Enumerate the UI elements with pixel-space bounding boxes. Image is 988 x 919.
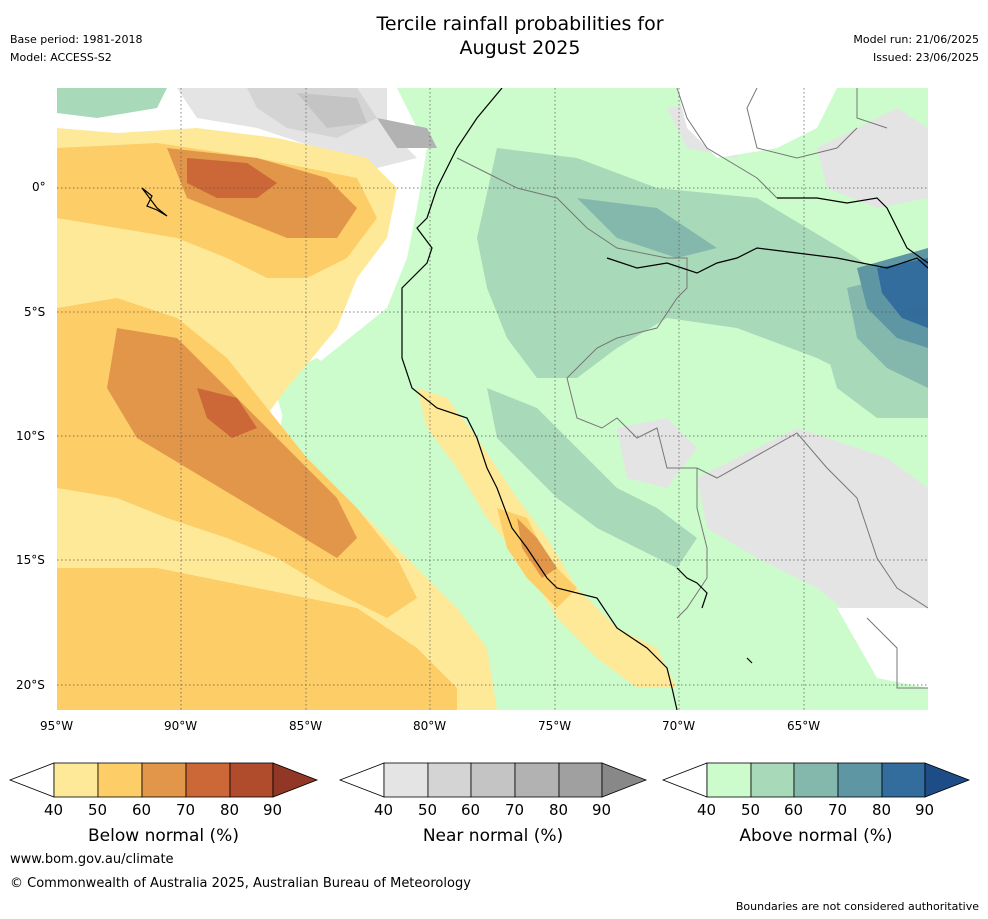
lat-label: 15°S [16,553,45,567]
title-line-1: Tercile rainfall probabilities for [376,13,664,35]
model-name: Model: ACCESS-S2 [10,51,112,64]
below-normal-70-region [197,388,257,438]
issued-date: Issued: 23/06/2025 [872,51,979,64]
colorbar-label-above-normal: Above normal (%) [739,826,893,846]
colorbar-tick: 60 [784,801,804,819]
lon-label: 90°W [164,719,198,733]
above-normal-50-region [272,358,527,648]
colorbar-tick: 50 [741,801,761,819]
gridlines [57,88,928,710]
title-line-2: August 2025 [459,37,581,59]
above-normal-70-region [577,198,717,258]
colorbar-panel [8,762,971,798]
lat-label: 20°S [16,678,45,692]
white-gap [837,608,928,688]
website-link[interactable]: www.bom.gov.au/climate [10,852,174,867]
country-borders [456,88,928,689]
colorbar-label-near-normal: Near normal (%) [422,826,564,846]
copyright-notice: © Commonwealth of Australia 2025, Austra… [10,876,471,891]
colorbar-tick: 80 [549,801,569,819]
lon-label: 75°W [538,719,572,733]
boundary-disclaimer: Boundaries are not considered authoritat… [735,900,979,913]
above-normal-90-region [877,258,928,328]
model-run: Model run: 21/06/2025 [853,33,979,46]
colorbar-tick: 40 [697,801,717,819]
near-normal-40-region [617,418,697,488]
lon-label: 65°W [787,719,821,733]
lon-label: 80°W [413,719,447,733]
colorbar-tick: 80 [220,801,240,819]
page-title: Tercile rainfall probabilities for Augus… [300,12,740,60]
lon-label: 85°W [289,719,323,733]
lon-label: 95°W [40,719,74,733]
colorbar-tick: 80 [872,801,892,819]
coastline [141,88,928,710]
colorbar-tick: 90 [915,801,935,819]
colorbar-tick: 50 [418,801,438,819]
below-normal-60-region [107,328,357,558]
colorbar-tick: 60 [132,801,152,819]
above-normal-60-region [57,88,167,118]
colorbar-label-below-normal: Below normal (%) [88,826,239,846]
near-normal-80-region [377,118,437,148]
colorbar-tick: 90 [592,801,612,819]
colorbar-tick: 90 [263,801,283,819]
colorbar-tick: 40 [374,801,394,819]
near-normal-40-region [697,428,928,648]
lat-label: 10°S [16,429,45,443]
white-gap [677,88,837,158]
lon-label: 70°W [662,719,696,733]
lat-label: 5°S [24,305,46,319]
colorbar-above-normal [661,762,971,798]
above-normal-60-region [487,388,697,568]
colorbar-tick: 70 [505,801,525,819]
near-normal-40-region [817,108,928,208]
above-normal-60-region [477,148,928,408]
lat-label: 0° [32,180,46,194]
colorbar-near-normal [338,762,648,798]
colorbar-tick: 60 [461,801,481,819]
colorbar-tick: 70 [828,801,848,819]
rainfall-probability-map [57,88,928,710]
colorbar-tick: 40 [44,801,64,819]
below-normal-50-region [57,568,457,710]
near-normal-70-region [297,93,367,128]
colorbar-tick: 70 [176,801,196,819]
below-normal-40-region [417,388,677,688]
map-canvas [57,88,928,710]
colorbar-below-normal [8,762,319,798]
colorbar-tick: 50 [88,801,108,819]
base-period: Base period: 1981-2018 [10,33,143,46]
below-normal-60-region [517,518,557,578]
